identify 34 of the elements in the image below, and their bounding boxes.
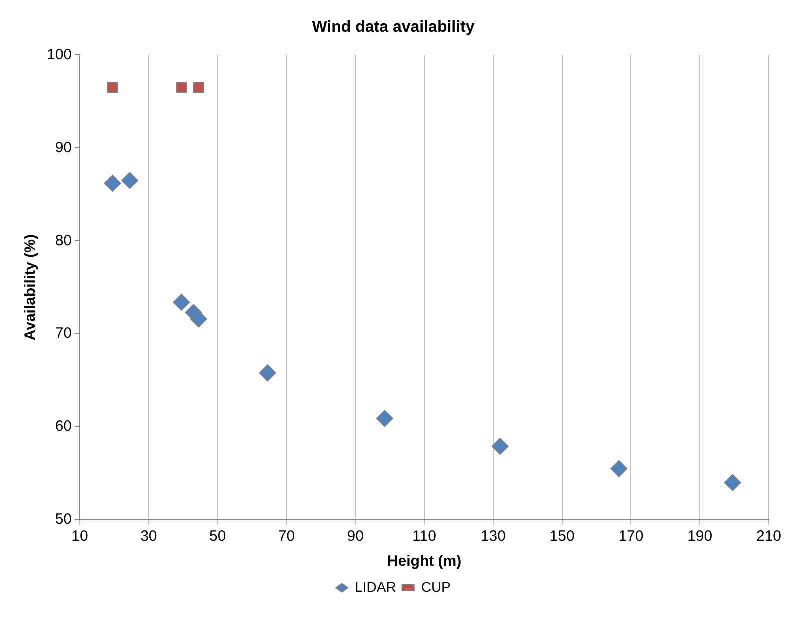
y-tick-label: 80 [55, 232, 72, 250]
point [193, 82, 204, 94]
x-tick-label: 210 [756, 528, 782, 546]
y-tick-label: 90 [55, 139, 72, 156]
y-axis-title: Availability (%) [22, 234, 40, 341]
x-tick-label: 70 [278, 528, 296, 546]
point [104, 174, 122, 192]
legend-label: LIDAR [355, 578, 396, 595]
x-tick-label: 90 [347, 528, 364, 546]
x-tick-label: 110 [412, 528, 436, 546]
point [190, 310, 208, 328]
y-tick-label: 60 [55, 418, 72, 436]
x-tick-label: 50 [209, 528, 226, 546]
y-tick-label: 100 [46, 46, 72, 64]
x-tick-label: 10 [72, 528, 88, 546]
x-tick-label: 130 [480, 528, 506, 546]
chart-title: Wind data availability [312, 19, 475, 36]
point [259, 364, 276, 382]
point [724, 474, 742, 492]
x-tick-label: 150 [550, 528, 575, 546]
point [121, 172, 138, 190]
point [492, 438, 509, 456]
point [173, 294, 190, 311]
point [376, 410, 394, 428]
x-tick-label: 170 [618, 528, 644, 546]
y-tick-label: 70 [55, 325, 72, 342]
legend-label: CUP [421, 578, 451, 595]
point [176, 82, 188, 94]
y-tick-label: 50 [55, 511, 72, 528]
point [107, 82, 118, 94]
point [610, 460, 628, 478]
x-tick-label: 190 [688, 528, 713, 546]
x-tick-label: 30 [140, 528, 158, 546]
x-axis-title: Height (m) [387, 553, 462, 570]
